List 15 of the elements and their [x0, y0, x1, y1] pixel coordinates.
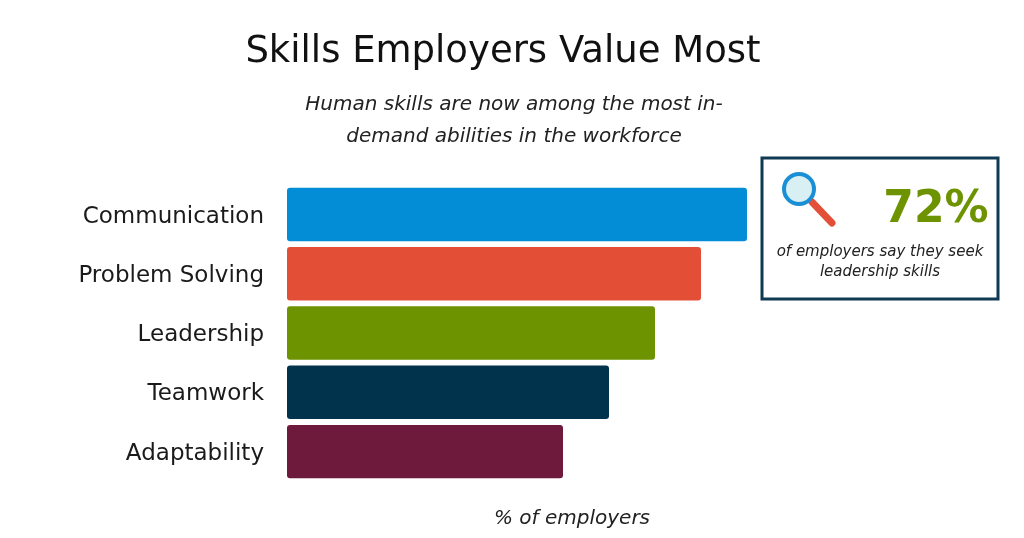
x-axis-title: % of employers	[493, 505, 651, 529]
bar	[287, 247, 701, 301]
chart-subtitle: Human skills are now among the most in-demand abilities in the workforce	[305, 91, 723, 147]
bar	[287, 306, 655, 360]
bar	[287, 187, 747, 242]
text: 72%	[883, 181, 989, 232]
bar	[287, 365, 609, 419]
y-tick-label: Teamwork	[146, 379, 265, 406]
y-tick-label: Communication	[82, 201, 264, 228]
text: of employers say they seek leadership skills	[776, 242, 985, 280]
y-tick-label: Problem Solving	[78, 260, 264, 287]
y-tick-label: Leadership	[137, 320, 264, 347]
chart-title: Skills Employers Value Most	[245, 28, 761, 71]
bar	[287, 424, 563, 479]
y-tick-label: Adaptability	[125, 438, 264, 465]
